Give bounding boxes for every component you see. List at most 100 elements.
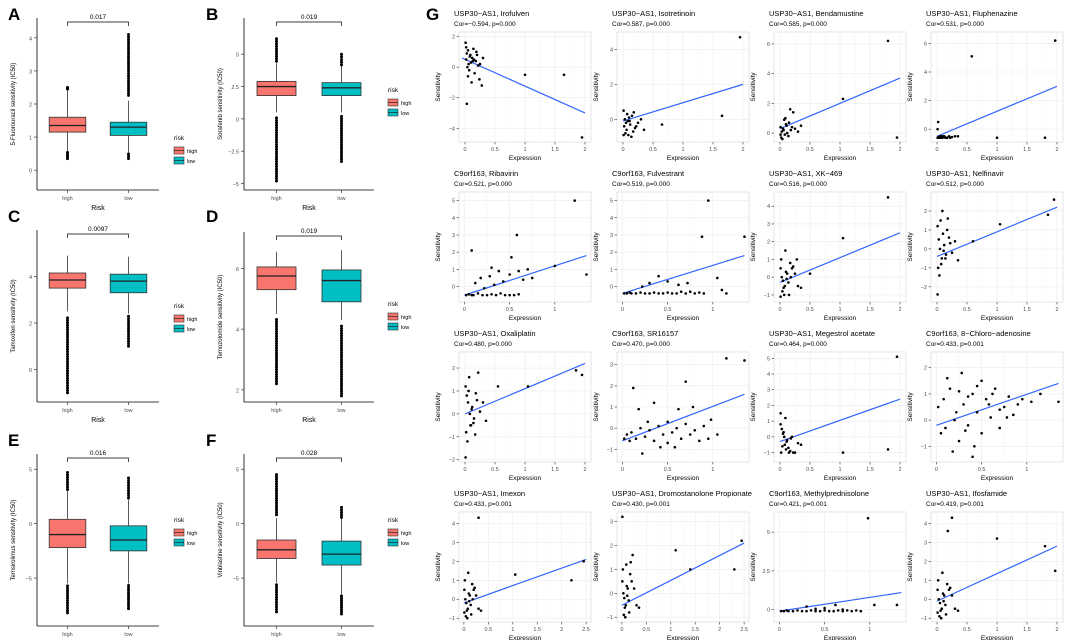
- outlier-point: [275, 339, 278, 343]
- y-tick-label: −2: [449, 96, 455, 102]
- outlier-point: [127, 71, 130, 75]
- x-tick-label: 2: [560, 627, 563, 633]
- outlier-point: [127, 314, 130, 318]
- data-point: [964, 429, 967, 432]
- data-point: [636, 121, 640, 125]
- outlier-point: [275, 506, 278, 510]
- outlier-point: [275, 475, 278, 479]
- outlier-point: [275, 513, 278, 517]
- outlier-point: [275, 179, 278, 183]
- data-point: [716, 276, 719, 280]
- outlier-point: [275, 487, 278, 491]
- data-point: [469, 424, 472, 427]
- outlier-point: [340, 610, 343, 614]
- outlier-point: [275, 499, 278, 503]
- data-point: [1005, 416, 1009, 419]
- outlier-point: [275, 477, 278, 481]
- y-tick-label: 3: [452, 233, 455, 239]
- y-tick-label: 0: [924, 418, 927, 424]
- data-point: [779, 125, 782, 129]
- data-point: [624, 121, 628, 125]
- data-point: [628, 572, 632, 576]
- data-point: [639, 291, 642, 294]
- scatter-stats: Cor=0.433, p=0.001: [926, 341, 984, 348]
- x-tick-label: 0: [935, 627, 938, 633]
- x-tick-label: 0: [935, 307, 938, 313]
- data-point: [945, 582, 949, 586]
- outlier-point: [66, 157, 69, 161]
- y-tick-label: −1: [764, 293, 770, 299]
- outlier-point: [127, 81, 130, 85]
- data-point: [513, 573, 517, 576]
- data-point: [787, 134, 790, 138]
- scatter-plot: C9orf163, Methylprednisolone Cor=0.421, p…: [750, 489, 907, 640]
- outlier-point: [127, 69, 130, 73]
- y-tick-label: 0: [610, 591, 613, 597]
- outlier-point: [340, 341, 343, 345]
- outlier-point: [127, 33, 130, 37]
- data-point: [785, 131, 789, 135]
- outlier-point: [275, 147, 278, 151]
- legend-title: risk: [388, 517, 399, 524]
- outlier-point: [275, 372, 278, 376]
- outlier-point: [275, 172, 278, 176]
- outlier-point: [66, 599, 69, 603]
- x-tick-label: low: [337, 408, 345, 414]
- data-point: [625, 594, 629, 597]
- data-point: [467, 599, 471, 603]
- data-point: [465, 102, 469, 106]
- y-tick-label: 5: [767, 356, 770, 362]
- outlier-point: [127, 59, 130, 63]
- x-tick-label: 1: [838, 307, 841, 313]
- x-tick-label: low: [124, 408, 132, 414]
- y-tick-label: 1: [452, 389, 455, 395]
- data-point: [648, 281, 651, 285]
- data-point: [472, 47, 475, 51]
- outlier-point: [340, 114, 343, 118]
- data-point: [473, 71, 476, 75]
- x-tick-label: 0.5: [978, 467, 986, 473]
- data-point: [470, 249, 473, 252]
- outlier-point: [127, 50, 130, 54]
- outlier-point: [127, 595, 130, 599]
- data-point: [475, 53, 479, 57]
- panel-letter: A: [8, 5, 20, 24]
- y-tick-label: 2: [610, 82, 613, 88]
- data-point: [789, 437, 793, 440]
- data-point: [470, 582, 474, 586]
- data-point: [1053, 39, 1057, 42]
- plot-area: [458, 191, 592, 303]
- outlier-point: [340, 145, 343, 149]
- outlier-point: [275, 174, 278, 178]
- scatter-plot: C9orf163, Ribavirin Cor=0.521, p=0.000 0 0.…: [435, 169, 592, 322]
- outlier-point: [66, 591, 69, 595]
- y-tick-label: 2: [29, 103, 32, 109]
- outlier-point: [275, 375, 278, 379]
- outlier-point: [66, 376, 69, 380]
- data-point: [508, 293, 511, 297]
- outlier-point: [127, 483, 130, 487]
- data-point: [652, 291, 656, 294]
- data-point: [939, 262, 943, 266]
- y-tick-label: 0: [767, 608, 770, 614]
- y-tick-label: 0: [236, 117, 239, 123]
- data-point: [940, 257, 944, 260]
- data-point: [466, 401, 470, 404]
- regression-line: [622, 393, 745, 442]
- outlier-point: [340, 331, 343, 335]
- x-axis-label: Expression: [667, 635, 700, 640]
- data-point: [987, 403, 991, 406]
- x-axis-label: Risk: [302, 205, 316, 212]
- x-tick-label: 0: [620, 627, 623, 633]
- data-point: [465, 394, 469, 397]
- data-point: [779, 295, 782, 298]
- data-point: [490, 266, 493, 269]
- data-point: [670, 292, 674, 295]
- data-point: [622, 292, 626, 295]
- data-point: [517, 269, 520, 273]
- data-point: [948, 387, 952, 390]
- data-point: [886, 448, 890, 451]
- outlier-point: [66, 354, 69, 358]
- data-point: [622, 109, 625, 112]
- data-point: [467, 68, 471, 72]
